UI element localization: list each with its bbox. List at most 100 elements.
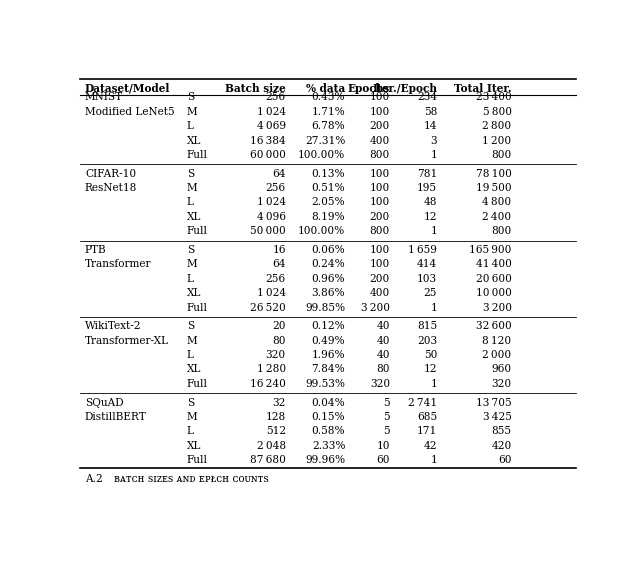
Text: 23 400: 23 400	[476, 93, 511, 102]
Text: 414: 414	[417, 259, 437, 270]
Text: 8.19%: 8.19%	[312, 212, 346, 222]
Text: 0.43%: 0.43%	[312, 93, 346, 102]
Text: 10 000: 10 000	[476, 288, 511, 298]
Text: 2 800: 2 800	[483, 121, 511, 131]
Text: 1 024: 1 024	[257, 198, 286, 207]
Text: 40: 40	[376, 336, 390, 346]
Text: 1 200: 1 200	[483, 136, 511, 146]
Text: 100: 100	[370, 183, 390, 193]
Text: 4 800: 4 800	[483, 198, 511, 207]
Text: 80: 80	[376, 364, 390, 375]
Text: 815: 815	[417, 321, 437, 331]
Text: 203: 203	[417, 336, 437, 346]
Text: 320: 320	[492, 379, 511, 389]
Text: 960: 960	[492, 364, 511, 375]
Text: 256: 256	[266, 274, 286, 284]
Text: 0.49%: 0.49%	[312, 336, 346, 346]
Text: 320: 320	[370, 379, 390, 389]
Text: 8 120: 8 120	[483, 336, 511, 346]
Text: 99.53%: 99.53%	[305, 379, 346, 389]
Text: 5: 5	[383, 398, 390, 407]
Text: 64: 64	[273, 169, 286, 179]
Text: 25: 25	[424, 288, 437, 298]
Text: L: L	[187, 274, 193, 284]
Text: 200: 200	[370, 274, 390, 284]
Text: 165 900: 165 900	[469, 245, 511, 255]
Text: 42: 42	[424, 441, 437, 451]
Text: 200: 200	[370, 121, 390, 131]
Text: 78 100: 78 100	[476, 169, 511, 179]
Text: 0.06%: 0.06%	[312, 245, 346, 255]
Text: L: L	[187, 350, 193, 360]
Text: 5 800: 5 800	[483, 107, 511, 117]
Text: 1: 1	[430, 379, 437, 389]
Text: 99.85%: 99.85%	[305, 303, 346, 312]
Text: 6.78%: 6.78%	[312, 121, 346, 131]
Text: 3 425: 3 425	[483, 412, 511, 422]
Text: 12: 12	[424, 212, 437, 222]
Text: WikiText-2: WikiText-2	[85, 321, 141, 331]
Text: 3: 3	[431, 136, 437, 146]
Text: 2.05%: 2.05%	[312, 198, 346, 207]
Text: % data: % data	[306, 82, 346, 94]
Text: CIFAR-10: CIFAR-10	[85, 169, 136, 179]
Text: 87 680: 87 680	[250, 455, 286, 465]
Text: 20 600: 20 600	[476, 274, 511, 284]
Text: 32: 32	[273, 398, 286, 407]
Text: 3 200: 3 200	[361, 303, 390, 312]
Text: 0.58%: 0.58%	[312, 427, 346, 436]
Text: MNIST: MNIST	[85, 93, 123, 102]
Text: 4 069: 4 069	[257, 121, 286, 131]
Text: 800: 800	[492, 226, 511, 236]
Text: 4 096: 4 096	[257, 212, 286, 222]
Text: Transformer-XL: Transformer-XL	[85, 336, 169, 346]
Text: XL: XL	[187, 441, 201, 451]
Text: XL: XL	[187, 364, 201, 375]
Text: 19 500: 19 500	[476, 183, 511, 193]
Text: 512: 512	[266, 427, 286, 436]
Text: 685: 685	[417, 412, 437, 422]
Text: Full: Full	[187, 455, 207, 465]
Text: 0.13%: 0.13%	[312, 169, 346, 179]
Text: 234: 234	[417, 93, 437, 102]
Text: 12: 12	[424, 364, 437, 375]
Text: 1: 1	[430, 303, 437, 312]
Text: 2.33%: 2.33%	[312, 441, 346, 451]
Text: 0.51%: 0.51%	[312, 183, 346, 193]
Text: M: M	[187, 183, 197, 193]
Text: S: S	[187, 245, 194, 255]
Text: 1.96%: 1.96%	[312, 350, 346, 360]
Text: 48: 48	[424, 198, 437, 207]
Text: 2 000: 2 000	[483, 350, 511, 360]
Text: 171: 171	[417, 427, 437, 436]
Text: Full: Full	[187, 379, 207, 389]
Text: XL: XL	[187, 212, 201, 222]
Text: S: S	[187, 321, 194, 331]
Text: 99.96%: 99.96%	[305, 455, 346, 465]
Text: ʙᴀᴛᴄʜ ѕɪᴢᴇѕ ᴀɴᴅ ᴇᴘᴌᴄʜ ᴄᴏᴜɴᴛѕ: ʙᴀᴛᴄʜ ѕɪᴢᴇѕ ᴀɴᴅ ᴇᴘᴌᴄʜ ᴄᴏᴜɴᴛѕ	[114, 474, 268, 484]
Text: 16: 16	[273, 245, 286, 255]
Text: A.2: A.2	[85, 474, 102, 484]
Text: 320: 320	[266, 350, 286, 360]
Text: Transformer: Transformer	[85, 259, 152, 270]
Text: 1 280: 1 280	[257, 364, 286, 375]
Text: S: S	[187, 398, 194, 407]
Text: Batch size: Batch size	[225, 82, 286, 94]
Text: Full: Full	[187, 226, 207, 236]
Text: Total Iter.: Total Iter.	[454, 82, 511, 94]
Text: 103: 103	[417, 274, 437, 284]
Text: XL: XL	[187, 136, 201, 146]
Text: 50: 50	[424, 350, 437, 360]
Text: 1: 1	[430, 226, 437, 236]
Text: L: L	[187, 121, 193, 131]
Text: 50 000: 50 000	[250, 226, 286, 236]
Text: Dataset/Model: Dataset/Model	[85, 82, 170, 94]
Text: 40: 40	[376, 321, 390, 331]
Text: Full: Full	[187, 150, 207, 160]
Text: 60 000: 60 000	[250, 150, 286, 160]
Text: 40: 40	[376, 350, 390, 360]
Text: 256: 256	[266, 183, 286, 193]
Text: SQuAD: SQuAD	[85, 398, 124, 407]
Text: 1 024: 1 024	[257, 288, 286, 298]
Text: M: M	[187, 259, 197, 270]
